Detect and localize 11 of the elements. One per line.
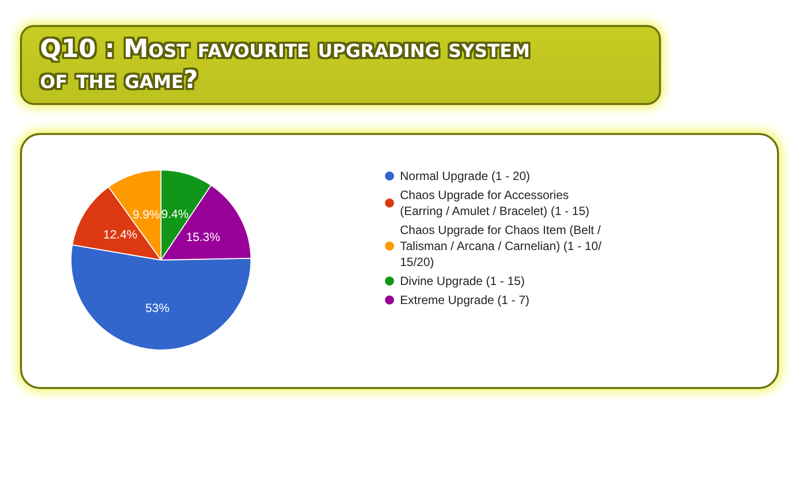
data-label: 12.4% [103,228,138,242]
legend-label: Chaos Upgrade for Accessories (Earring / Amulet / Bracelet) (1 - 15) [400,188,590,218]
data-label: 15.3% [186,230,220,244]
legend-label: Normal Upgrade (1 - 20) [400,169,530,183]
legend-label: Extreme Upgrade (1 - 7) [400,293,530,307]
data-label: 53% [145,300,170,315]
data-label: 9.4% [161,207,189,222]
chart-title: Q10 : Most favourite upgrading system of the game? [40,33,531,95]
legend-label: Divine Upgrade (1 - 15) [400,274,525,288]
data-label: 9.9% [132,207,160,222]
legend-label: Chaos Upgrade for Chaos Item (Belt / Talisman / Arcana / Carnelian) (1 - 10/15/20) [400,223,604,269]
